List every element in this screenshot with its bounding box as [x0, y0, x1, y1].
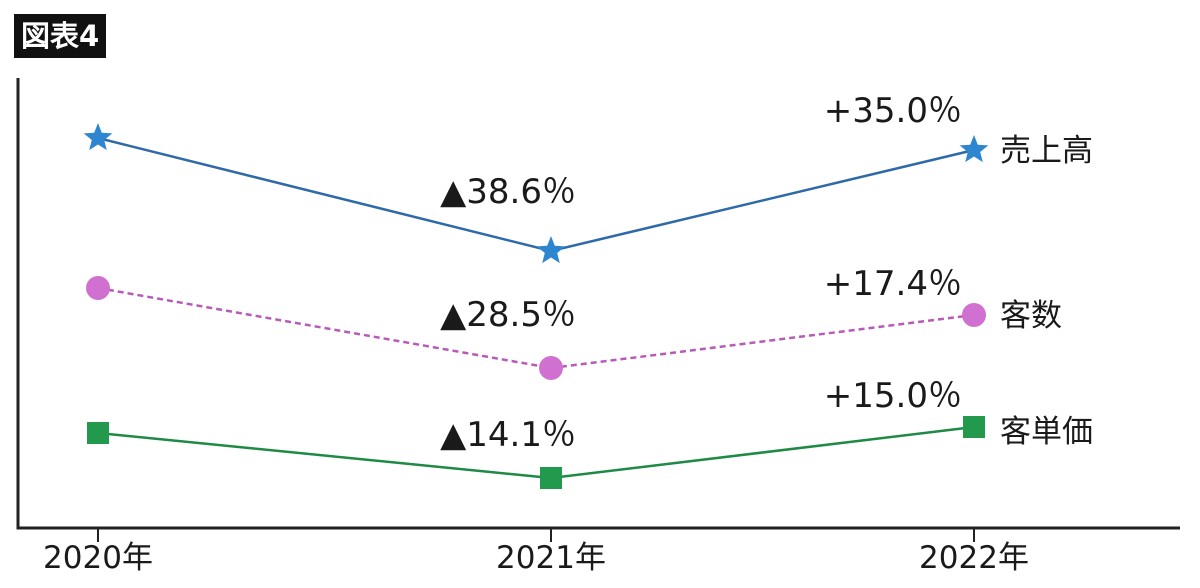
series-end-label: 客数	[1000, 298, 1062, 334]
series-layer	[83, 123, 989, 489]
square-marker	[540, 467, 562, 489]
circle-marker	[539, 356, 563, 380]
series-2	[87, 416, 985, 489]
change-label: +17.4％	[824, 264, 962, 304]
series-end-label: 売上高	[1000, 133, 1093, 169]
label-layer: ▲38.6％ +35.0％ 売上高 ▲28.5％ +17.4％ 客数 ▲14.1％ +15.0…	[440, 91, 1093, 455]
series-1	[86, 276, 986, 380]
change-label: ▲38.6％	[440, 172, 576, 212]
square-marker	[87, 422, 109, 444]
change-label: ▲28.5％	[440, 295, 576, 335]
x-tick-label: 2021年	[496, 540, 606, 576]
x-tick-label: 2020年	[43, 540, 153, 576]
change-label: ▲14.1％	[440, 415, 576, 455]
star-marker	[83, 123, 113, 151]
square-marker	[963, 416, 985, 438]
change-label: +35.0％	[824, 91, 962, 131]
star-marker	[536, 236, 566, 264]
series-0	[83, 123, 989, 264]
circle-marker	[962, 303, 986, 327]
series-end-label: 客単価	[1000, 414, 1093, 450]
circle-marker	[86, 276, 110, 300]
change-label: +15.0％	[824, 376, 962, 416]
star-marker	[959, 135, 989, 163]
axes: 2020年 2021年 2022年	[16, 78, 1180, 576]
x-tick-label: 2022年	[919, 540, 1029, 576]
figure-label: 図表4	[14, 14, 107, 58]
